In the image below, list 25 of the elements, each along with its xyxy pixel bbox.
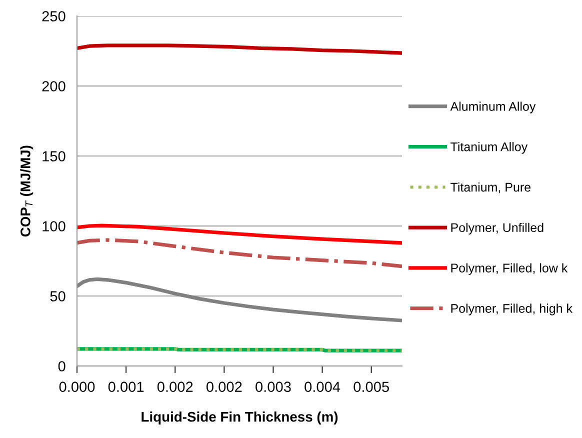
legend-label: Aluminum Alloy [450,102,536,114]
x-tick-label: 0.004 [304,382,340,392]
line-series [77,277,402,322]
x-tick-label: 0.005 [354,382,389,392]
legend-label: Polymer, Filled, high k [451,304,573,316]
y-tick-label: 250 [42,11,66,22]
legend-label: Titanium Alloy [450,142,528,154]
legend-label: Polymer, Unfilled [451,222,544,235]
line-series [77,224,402,245]
y-tick-label: 150 [42,151,66,162]
x-tick-label: 0.002 [157,382,193,392]
x-tick-label: 0.000 [59,382,95,392]
legend-label: Polymer, Filled, low k [451,263,568,275]
y-tick-label: 50 [50,291,66,302]
y-tick-label: 200 [42,81,66,92]
line-series [77,44,402,55]
x-tick-label: 0.003 [256,382,291,392]
y-tick-label: 100 [42,221,66,232]
x-tick-label: 0.002 [206,382,242,392]
legend-label: Titanium, Pure [450,182,531,194]
y-axis-title: COP$_{T}$ (MJ/MJ) [20,146,34,237]
x-tick-label: 0.001 [108,382,144,392]
x-axis-title: Liquid-Side Fin Thickness (m) [142,412,338,424]
line-series [77,238,402,268]
y-tick-label: 0 [58,361,66,372]
